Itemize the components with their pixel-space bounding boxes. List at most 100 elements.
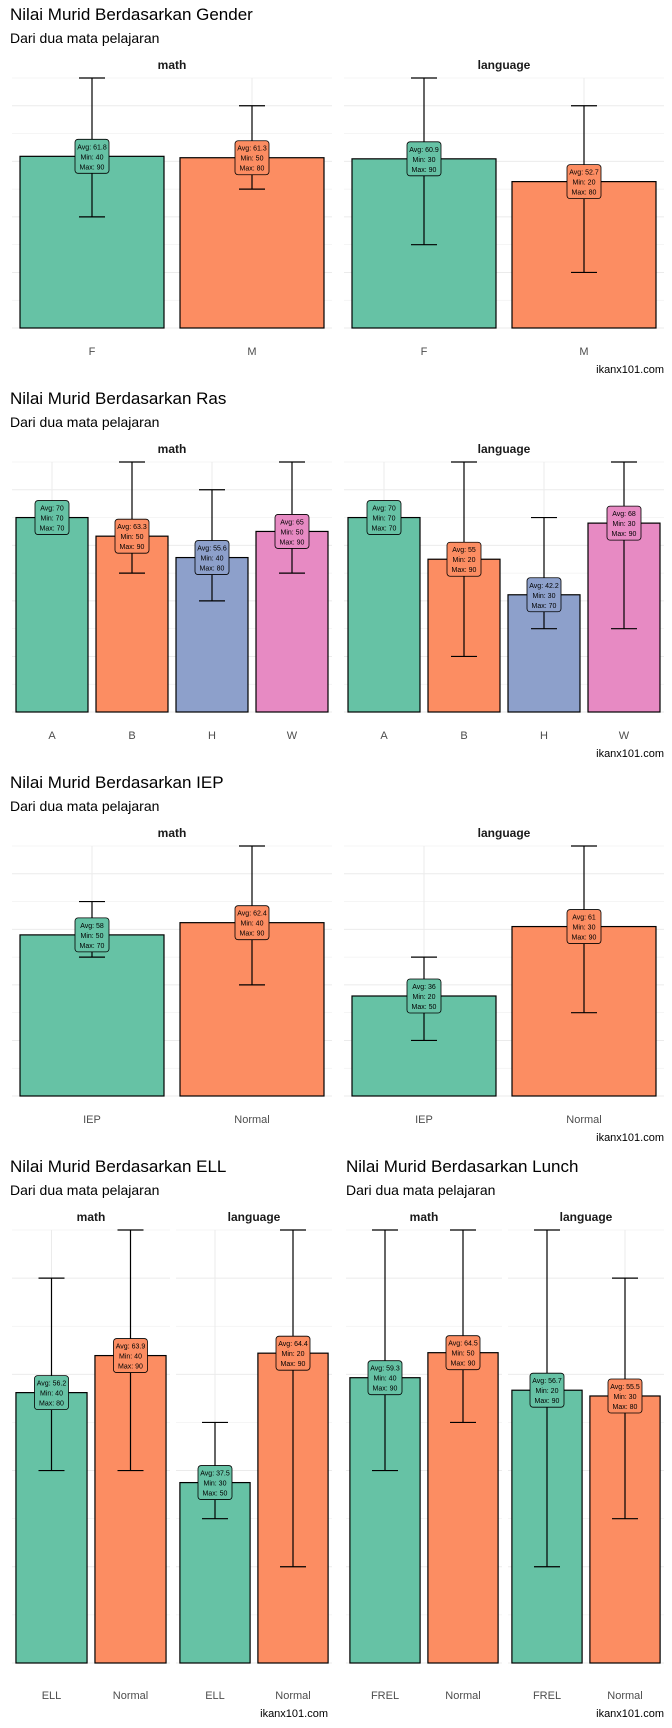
facet-label-math: math bbox=[410, 1210, 439, 1224]
data-label-line: Max: 80 bbox=[240, 166, 265, 173]
facet-panel-math: math Avg: 58 Min: 50 Max: 70 IEP Avg: 62.4 Min… bbox=[12, 826, 332, 1126]
facet-panel-math: math Avg: 56.2 Min: 40 Max: 80 ELL Avg: 63.9 M… bbox=[12, 1210, 170, 1702]
bar-group-Normal: Avg: 63.9 Min: 40 Max: 90 bbox=[94, 1229, 167, 1664]
facet-label-language: language bbox=[228, 1210, 281, 1224]
data-label-line: Min: 40 bbox=[40, 1391, 63, 1398]
data-label-box bbox=[197, 1465, 233, 1500]
facet-label-language: language bbox=[478, 58, 531, 72]
x-tick-label: ELL bbox=[205, 1690, 225, 1702]
data-label-H: Avg: 55.6 Min: 40 Max: 80 bbox=[194, 540, 230, 575]
data-label-Normal: Avg: 55.5 Min: 30 Max: 80 bbox=[607, 1378, 643, 1414]
data-label-M: Avg: 61.3 Min: 50 Max: 80 bbox=[234, 140, 270, 176]
facet-label-math: math bbox=[77, 1210, 106, 1224]
data-label-box bbox=[566, 909, 602, 944]
facet-panel-language: language Avg: 56.7 Min: 20 Max: 90 FREL Avg: … bbox=[508, 1210, 664, 1702]
data-label-line: Max: 50 bbox=[412, 1004, 437, 1011]
data-label-box bbox=[406, 978, 442, 1014]
facet-panel-language: language Avg: 60.9 Min: 30 Max: 90 F Avg: 52.… bbox=[344, 58, 664, 358]
chart-caption: ikanx101.com bbox=[596, 1132, 664, 1144]
bar-group-F: Avg: 60.9 Min: 30 Max: 90 bbox=[351, 77, 497, 329]
data-label-B: Avg: 55 Min: 20 Max: 90 bbox=[446, 541, 482, 577]
data-label-box bbox=[607, 1378, 643, 1414]
bar-group-FREL: Avg: 59.3 Min: 40 Max: 90 bbox=[349, 1229, 421, 1664]
bar-group-Normal: Avg: 61 Min: 30 Max: 90 bbox=[511, 845, 657, 1097]
bar-group-B: Avg: 55 Min: 20 Max: 90 bbox=[427, 461, 501, 713]
data-label-line: Avg: 61 bbox=[572, 915, 596, 922]
data-label-box bbox=[34, 500, 70, 535]
data-label-line: Min: 40 bbox=[241, 921, 264, 928]
x-tick-label: IEP bbox=[83, 1114, 101, 1126]
chart-title: Nilai Murid Berdasarkan Lunch bbox=[346, 1157, 578, 1176]
data-label-line: Min: 50 bbox=[281, 529, 304, 536]
facet-panel-math: math Avg: 70 Min: 70 Max: 70 A Avg: 63.3 Min: … bbox=[12, 442, 332, 742]
data-label-FREL: Avg: 56.7 Min: 20 Max: 90 bbox=[529, 1372, 565, 1408]
data-label-box bbox=[445, 1335, 481, 1371]
facet-label-math: math bbox=[158, 442, 187, 456]
x-tick-label: ELL bbox=[42, 1690, 62, 1702]
bar-group-IEP: Avg: 36 Min: 20 Max: 50 bbox=[351, 956, 497, 1097]
data-label-line: Min: 70 bbox=[373, 516, 396, 523]
data-label-line: Min: 50 bbox=[452, 1351, 475, 1358]
data-label-box bbox=[274, 514, 310, 549]
bar-group-FREL: Avg: 56.7 Min: 20 Max: 90 bbox=[511, 1229, 583, 1664]
chart-block-0: Nilai Murid Berdasarkan Gender Dari dua m… bbox=[10, 5, 664, 376]
bar-group-A: Avg: 70 Min: 70 Max: 70 bbox=[15, 500, 89, 713]
data-label-line: Max: 90 bbox=[240, 931, 265, 938]
bar-IEP bbox=[19, 934, 165, 1097]
data-label-box bbox=[194, 540, 230, 575]
data-label-line: Avg: 55 bbox=[452, 547, 476, 554]
data-label-line: Avg: 63.9 bbox=[116, 1344, 146, 1351]
facet-panel-language: language Avg: 36 Min: 20 Max: 50 IEP Avg: 61 M… bbox=[344, 826, 664, 1126]
x-tick-label: W bbox=[619, 730, 630, 742]
chart-title: Nilai Murid Berdasarkan ELL bbox=[10, 1157, 226, 1176]
data-label-line: Max: 80 bbox=[200, 566, 225, 573]
data-label-line: Max: 90 bbox=[572, 935, 597, 942]
data-label-ELL: Avg: 37.5 Min: 30 Max: 50 bbox=[197, 1465, 233, 1500]
data-label-F: Avg: 60.9 Min: 30 Max: 90 bbox=[406, 141, 442, 177]
data-label-IEP: Avg: 58 Min: 50 Max: 70 bbox=[74, 917, 110, 953]
chart-block-1: Nilai Murid Berdasarkan Ras Dari dua mata… bbox=[10, 389, 664, 760]
chart-title: Nilai Murid Berdasarkan IEP bbox=[10, 773, 224, 792]
bar-group-Normal: Avg: 64.4 Min: 20 Max: 90 bbox=[257, 1229, 329, 1664]
bar-group-IEP: Avg: 58 Min: 50 Max: 70 bbox=[19, 900, 165, 1097]
x-tick-label: W bbox=[287, 730, 298, 742]
bar-B bbox=[95, 535, 169, 713]
facet-panel-math: math Avg: 61.8 Min: 40 Max: 90 F Avg: 61.3 Min… bbox=[12, 58, 332, 358]
chart-caption: ikanx101.com bbox=[596, 1708, 664, 1720]
data-label-line: Max: 80 bbox=[39, 1401, 64, 1408]
data-label-line: Max: 90 bbox=[80, 164, 105, 171]
data-label-box bbox=[566, 164, 602, 200]
x-tick-label: FREL bbox=[533, 1690, 561, 1702]
data-label-box bbox=[367, 1360, 403, 1396]
data-label-F: Avg: 61.8 Min: 40 Max: 90 bbox=[74, 138, 110, 174]
x-tick-label: H bbox=[540, 730, 548, 742]
data-label-box bbox=[406, 141, 442, 177]
data-label-FREL: Avg: 59.3 Min: 40 Max: 90 bbox=[367, 1360, 403, 1396]
facet-panel-language: language Avg: 70 Min: 70 Max: 70 A Avg: 55 Min… bbox=[344, 442, 664, 742]
chart-subtitle: Dari dua mata pelajaran bbox=[10, 414, 159, 430]
data-label-line: Avg: 55.5 bbox=[610, 1384, 640, 1391]
data-label-line: Avg: 55.6 bbox=[197, 546, 227, 553]
data-label-line: Avg: 37.5 bbox=[200, 1471, 230, 1478]
data-label-line: Max: 90 bbox=[451, 1361, 476, 1368]
data-label-line: Min: 40 bbox=[81, 154, 104, 161]
bar-group-ELL: Avg: 37.5 Min: 30 Max: 50 bbox=[179, 1421, 251, 1664]
x-tick-label: Normal bbox=[566, 1114, 601, 1126]
data-label-line: Avg: 56.2 bbox=[37, 1381, 67, 1388]
data-label-A: Avg: 70 Min: 70 Max: 70 bbox=[34, 500, 70, 535]
data-label-box bbox=[34, 1375, 69, 1411]
data-label-line: Avg: 70 bbox=[372, 506, 396, 513]
facet-panel-language: language Avg: 37.5 Min: 30 Max: 50 ELL Avg: 6… bbox=[176, 1210, 332, 1702]
x-tick-label: F bbox=[89, 346, 96, 358]
data-label-box bbox=[526, 577, 562, 613]
data-label-Normal: Avg: 61 Min: 30 Max: 90 bbox=[566, 909, 602, 944]
data-label-line: Avg: 70 bbox=[40, 506, 64, 513]
data-label-line: Avg: 61.8 bbox=[77, 144, 107, 151]
data-label-box bbox=[366, 500, 402, 535]
data-label-line: Avg: 56.7 bbox=[532, 1378, 562, 1385]
data-label-Normal: Avg: 62.4 Min: 40 Max: 90 bbox=[234, 905, 270, 941]
data-label-line: Avg: 60.9 bbox=[409, 147, 439, 154]
facet-label-math: math bbox=[158, 826, 187, 840]
data-label-line: Min: 20 bbox=[536, 1388, 559, 1395]
chart-caption: ikanx101.com bbox=[260, 1708, 328, 1720]
